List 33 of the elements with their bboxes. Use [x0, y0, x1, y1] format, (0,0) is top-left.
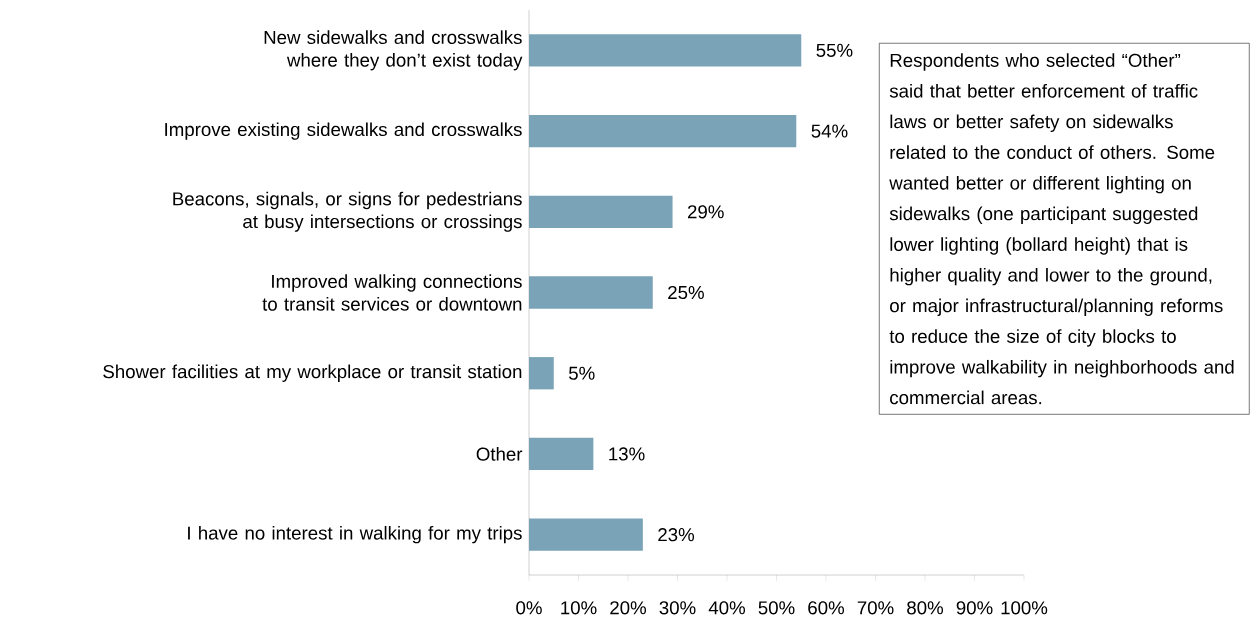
y-tick-label: I have no interest in walking for my trips: [188, 525, 522, 544]
bar: [529, 518, 643, 551]
bar: [529, 357, 554, 390]
x-tick-label: 30%: [659, 601, 696, 615]
x-tick-label: 60%: [808, 601, 845, 615]
data-label: 25%: [668, 285, 704, 300]
x-tick-label: 50%: [758, 601, 795, 615]
x-tick-label: 70%: [857, 601, 894, 615]
bar: [529, 114, 797, 148]
bar: [529, 437, 594, 471]
bar: [529, 34, 802, 67]
text: Respondents who selected “Other” said that better enforcement of traffic laws or better safety on sidewalks related to the conduct of others. Some wanted better or different lighting on sidewalks (one participant suggested lower lighting (bollard height) that is higher quality and lower to the ground, or major infrastructural/planning reforms to reduce the size of city blocks to improve walkability in neighborhoods and commercial areas.: [889, 53, 1234, 405]
y-tick-label: Improve existing sidewalks and crosswalks: [165, 122, 522, 140]
data-label: 54%: [811, 124, 848, 138]
y-tick-label: Improved walking connections to transit services or downtown: [262, 274, 522, 311]
x-tick-label: 90%: [956, 601, 993, 615]
data-label: 55%: [816, 43, 853, 57]
data-label: 13%: [609, 447, 645, 461]
x-tick-label: 0%: [516, 601, 542, 615]
data-label: 29%: [687, 205, 724, 219]
x-tick-label: 20%: [610, 601, 647, 615]
x-tick-label: 100%: [1001, 601, 1048, 615]
y-tick-label: Beacons, signals, or signs for pedestrians at busy intersections or crossings: [173, 191, 522, 232]
data-label: 5%: [568, 366, 595, 380]
y-tick-label: New sidewalks and crosswalks where they don’t exist today: [264, 30, 523, 71]
x-tick-label: 80%: [907, 601, 944, 615]
data-label: 23%: [658, 528, 695, 542]
x-tick-label: 40%: [708, 601, 746, 615]
y-tick-label: Other: [476, 447, 523, 461]
x-tick-label: 10%: [561, 601, 597, 615]
bar: [529, 195, 673, 228]
y-tick-label: Shower facilities at my workplace or transit station: [103, 364, 522, 382]
bar: [529, 276, 653, 309]
